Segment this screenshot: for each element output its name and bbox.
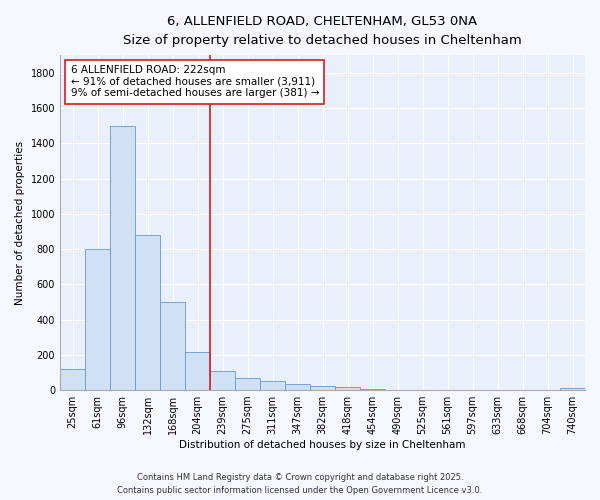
- Text: Contains HM Land Registry data © Crown copyright and database right 2025.
Contai: Contains HM Land Registry data © Crown c…: [118, 474, 482, 495]
- Bar: [560, 388, 585, 390]
- Bar: [235, 378, 260, 390]
- Bar: [360, 389, 385, 390]
- Bar: [310, 386, 335, 390]
- Bar: [160, 302, 185, 390]
- Text: 6 ALLENFIELD ROAD: 222sqm
← 91% of detached houses are smaller (3,911)
9% of sem: 6 ALLENFIELD ROAD: 222sqm ← 91% of detac…: [71, 65, 319, 98]
- Bar: [285, 384, 310, 390]
- Bar: [210, 370, 235, 390]
- X-axis label: Distribution of detached houses by size in Cheltenham: Distribution of detached houses by size …: [179, 440, 466, 450]
- Bar: [335, 388, 360, 390]
- Bar: [135, 235, 160, 390]
- Bar: [260, 382, 285, 390]
- Bar: [85, 249, 110, 390]
- Bar: [60, 369, 85, 390]
- Bar: [185, 352, 210, 390]
- Title: 6, ALLENFIELD ROAD, CHELTENHAM, GL53 0NA
Size of property relative to detached h: 6, ALLENFIELD ROAD, CHELTENHAM, GL53 0NA…: [123, 15, 522, 47]
- Y-axis label: Number of detached properties: Number of detached properties: [15, 140, 25, 304]
- Bar: [110, 126, 135, 390]
